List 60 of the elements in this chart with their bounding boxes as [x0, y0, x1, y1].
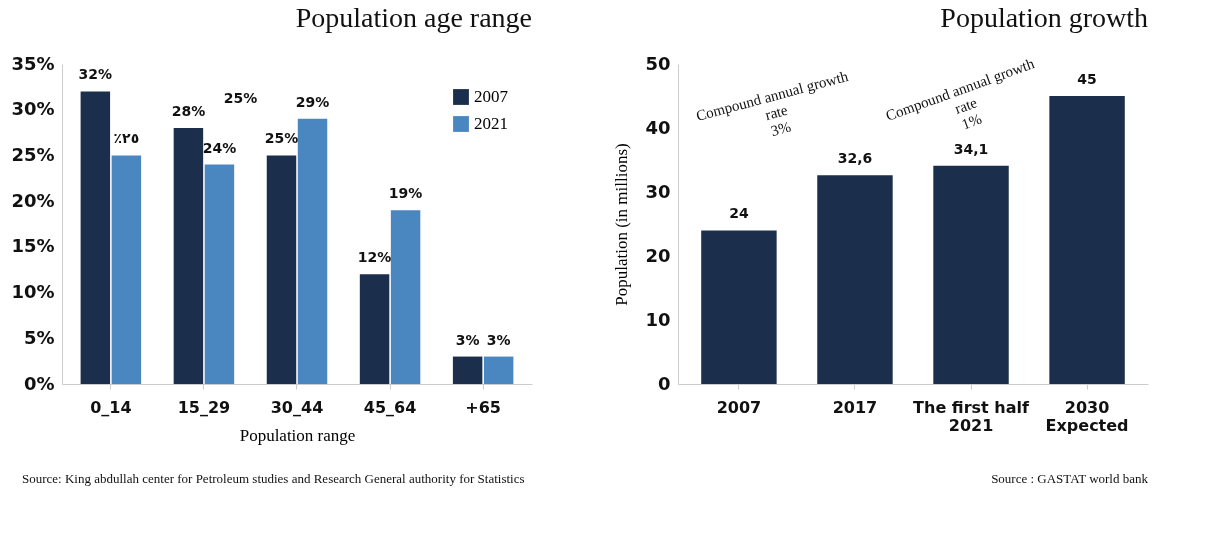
bar [204, 164, 235, 384]
bar [359, 274, 390, 384]
x-tick-label: 2030 Expected [1045, 397, 1129, 435]
y-tick-label: 20% [11, 189, 55, 211]
y-tick-label: 15% [11, 235, 55, 257]
y-tick-label: 40 [645, 116, 671, 138]
legend-label: 2007 [474, 87, 509, 106]
bar [111, 155, 142, 384]
y-axis-title: Population (in millions) [612, 143, 632, 306]
data-label: 24% [202, 139, 237, 156]
bar [173, 128, 204, 384]
y-tick-label: 50 [645, 52, 671, 74]
data-label: 32,6 [837, 150, 873, 167]
data-label: 3% [455, 331, 480, 348]
data-label: 29% [295, 93, 330, 110]
x-tick-label: 2007 [716, 397, 762, 417]
bar [1049, 96, 1125, 384]
y-tick-label: 35% [11, 52, 55, 74]
bar [80, 91, 111, 384]
data-label: 25% [264, 130, 299, 147]
bar [452, 356, 483, 384]
data-label: 3% [486, 331, 511, 348]
y-tick-label: 30 [645, 180, 671, 202]
y-tick-label: 20 [645, 244, 671, 266]
annotation: 25% [223, 90, 258, 107]
x-tick-label: 45_64 [363, 397, 417, 417]
bar [297, 118, 328, 384]
data-label: 28% [171, 103, 206, 119]
x-tick-label: 2017 [832, 397, 878, 417]
x-tick-label: 30_44 [270, 397, 324, 417]
x-tick-label: 15_29 [177, 397, 231, 417]
y-tick-label: 5% [23, 326, 55, 348]
data-label: 32% [78, 66, 113, 83]
y-tick-label: 25% [11, 143, 55, 165]
chart-title: Population age range [295, 2, 532, 33]
x-axis-title: Population range [239, 425, 356, 445]
bar [390, 210, 421, 384]
bar [701, 230, 777, 384]
source-note: Source : GASTAT world bank [991, 471, 1149, 486]
source-note: Source: King abdullah center for Petroleum studies and Research General authority for Statistics [22, 471, 525, 486]
data-label: ٪٢٥ [113, 130, 140, 147]
data-label: 24 [729, 205, 749, 222]
legend-label: 2021 [474, 114, 508, 133]
bar [817, 175, 893, 384]
data-label: 34,1 [953, 140, 989, 157]
y-tick-label: 10 [645, 308, 671, 330]
bar [483, 356, 514, 384]
data-label: 45 [1077, 71, 1097, 87]
data-label: 19% [388, 185, 423, 202]
y-tick-label: 0% [23, 372, 55, 394]
y-tick-label: 0 [657, 372, 671, 394]
data-label: 12% [357, 249, 392, 266]
y-tick-label: 10% [11, 281, 55, 303]
y-tick-label: 30% [11, 98, 55, 120]
x-tick-label: The first half 2021 [913, 397, 1030, 435]
bar [266, 155, 297, 384]
chart-title: Population growth [940, 2, 1148, 33]
x-tick-label: 0_14 [90, 397, 132, 417]
bar [933, 165, 1009, 384]
x-tick-label: +65 [465, 397, 501, 417]
